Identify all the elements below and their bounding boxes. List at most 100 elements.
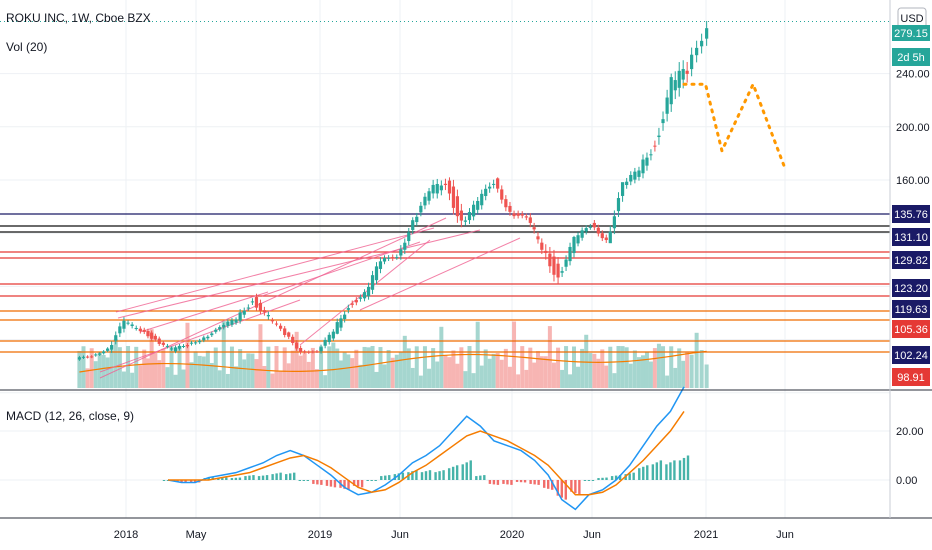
candle bbox=[210, 331, 214, 338]
candle bbox=[544, 244, 548, 260]
candle bbox=[358, 294, 363, 302]
trend-line-3[interactable] bbox=[99, 299, 301, 373]
candle bbox=[157, 336, 161, 346]
volume-bar bbox=[394, 354, 399, 388]
candle bbox=[496, 177, 500, 193]
volume-bar bbox=[209, 362, 214, 388]
volume-bar bbox=[306, 361, 311, 388]
candle bbox=[283, 326, 287, 338]
volume-bar bbox=[282, 347, 287, 388]
candle bbox=[508, 201, 512, 216]
candle bbox=[258, 299, 263, 315]
volume-bar bbox=[346, 354, 351, 388]
macd-histogram-bar bbox=[434, 472, 437, 480]
volume-bar bbox=[89, 348, 94, 388]
candle bbox=[134, 325, 138, 331]
volume-bar bbox=[149, 329, 154, 388]
time-tick-label: 2018 bbox=[114, 529, 138, 541]
volume-bar bbox=[250, 353, 255, 388]
candle bbox=[415, 212, 419, 226]
macd-histogram-bar bbox=[618, 475, 622, 480]
macd-histogram-bar bbox=[380, 476, 383, 480]
candle bbox=[214, 327, 218, 334]
price-tick-label: 160.00 bbox=[896, 175, 930, 187]
macd-histogram-bar bbox=[366, 480, 369, 481]
trend-line-0[interactable] bbox=[99, 217, 447, 379]
volume-bar bbox=[181, 369, 186, 388]
macd-histogram-bar bbox=[560, 480, 563, 498]
candle bbox=[77, 355, 82, 361]
volume-bar bbox=[435, 361, 440, 388]
macd-histogram-bar bbox=[352, 480, 356, 486]
macd-histogram-bar bbox=[293, 472, 296, 480]
volume-bar bbox=[443, 355, 448, 388]
volume-bar bbox=[374, 371, 379, 388]
candle bbox=[206, 334, 210, 341]
candle bbox=[443, 178, 448, 191]
time-axis[interactable]: 2018 May 2019 Jun 2020 Jun 2021 Jun bbox=[114, 529, 794, 541]
trend-line-6[interactable] bbox=[359, 237, 521, 311]
level-label-text: 119.63 bbox=[895, 304, 928, 316]
symbol-title: ROKU INC, 1W, Cboe BZX bbox=[6, 11, 151, 25]
volume-bar bbox=[294, 331, 299, 388]
candle bbox=[114, 331, 118, 345]
volume-bar bbox=[213, 347, 218, 388]
macd-histogram-bar bbox=[587, 480, 591, 481]
volume-bar bbox=[669, 346, 674, 388]
candle bbox=[350, 300, 354, 308]
volume-label: Vol (20) bbox=[6, 40, 47, 54]
trend-line-1[interactable] bbox=[115, 227, 435, 313]
candle bbox=[90, 355, 94, 359]
macd-histogram-bar bbox=[651, 464, 655, 480]
level-label-6: 102.24 bbox=[892, 346, 930, 364]
volume-bar bbox=[335, 348, 340, 388]
candle bbox=[346, 304, 350, 314]
price-axis[interactable]: 135.76 131.10 129.82 123.20 119.63 105.36 102.… bbox=[892, 69, 930, 487]
level-label-text: 102.24 bbox=[894, 350, 928, 362]
macd-histogram-bar bbox=[261, 475, 265, 480]
candle bbox=[690, 47, 694, 77]
volume-bar bbox=[234, 366, 239, 388]
volume-bar bbox=[338, 360, 343, 388]
candle bbox=[266, 311, 270, 320]
candle bbox=[431, 179, 435, 199]
volume-bar bbox=[161, 348, 166, 388]
macd-histogram-bar bbox=[424, 471, 428, 480]
trend-line-2[interactable] bbox=[117, 229, 481, 319]
candle bbox=[202, 335, 206, 343]
candle bbox=[169, 346, 174, 351]
volume-bar bbox=[81, 346, 86, 388]
volume-bar bbox=[378, 347, 383, 388]
candle bbox=[580, 227, 584, 241]
volume-bar bbox=[319, 346, 324, 388]
level-label-text: 123.20 bbox=[894, 283, 928, 295]
trend-line-4[interactable] bbox=[261, 241, 421, 297]
candle bbox=[198, 338, 202, 345]
macd-histogram-bar bbox=[420, 472, 424, 480]
last-price-text: 279.15 bbox=[894, 28, 928, 40]
candle bbox=[463, 216, 468, 226]
level-label-1: 131.10 bbox=[892, 228, 930, 246]
volume-bar bbox=[130, 372, 135, 388]
candle bbox=[492, 179, 496, 189]
candle bbox=[641, 154, 645, 179]
candle bbox=[189, 340, 194, 346]
candle bbox=[665, 89, 669, 122]
candle bbox=[270, 317, 275, 324]
macd-histogram-bar bbox=[388, 475, 391, 480]
volume-bars bbox=[77, 321, 709, 388]
volume-bar bbox=[197, 355, 202, 388]
macd-histogram-bar bbox=[320, 480, 323, 485]
candle bbox=[374, 262, 379, 285]
volume-bar bbox=[331, 342, 336, 388]
volume-bar bbox=[427, 368, 432, 388]
macd-histogram-bar bbox=[496, 480, 500, 485]
candle bbox=[299, 345, 303, 355]
candle bbox=[435, 178, 439, 199]
candle bbox=[584, 225, 588, 235]
candle bbox=[323, 337, 327, 349]
candle bbox=[378, 257, 383, 274]
macd-histogram-bar bbox=[184, 480, 187, 483]
trend-line-7[interactable] bbox=[139, 291, 269, 333]
